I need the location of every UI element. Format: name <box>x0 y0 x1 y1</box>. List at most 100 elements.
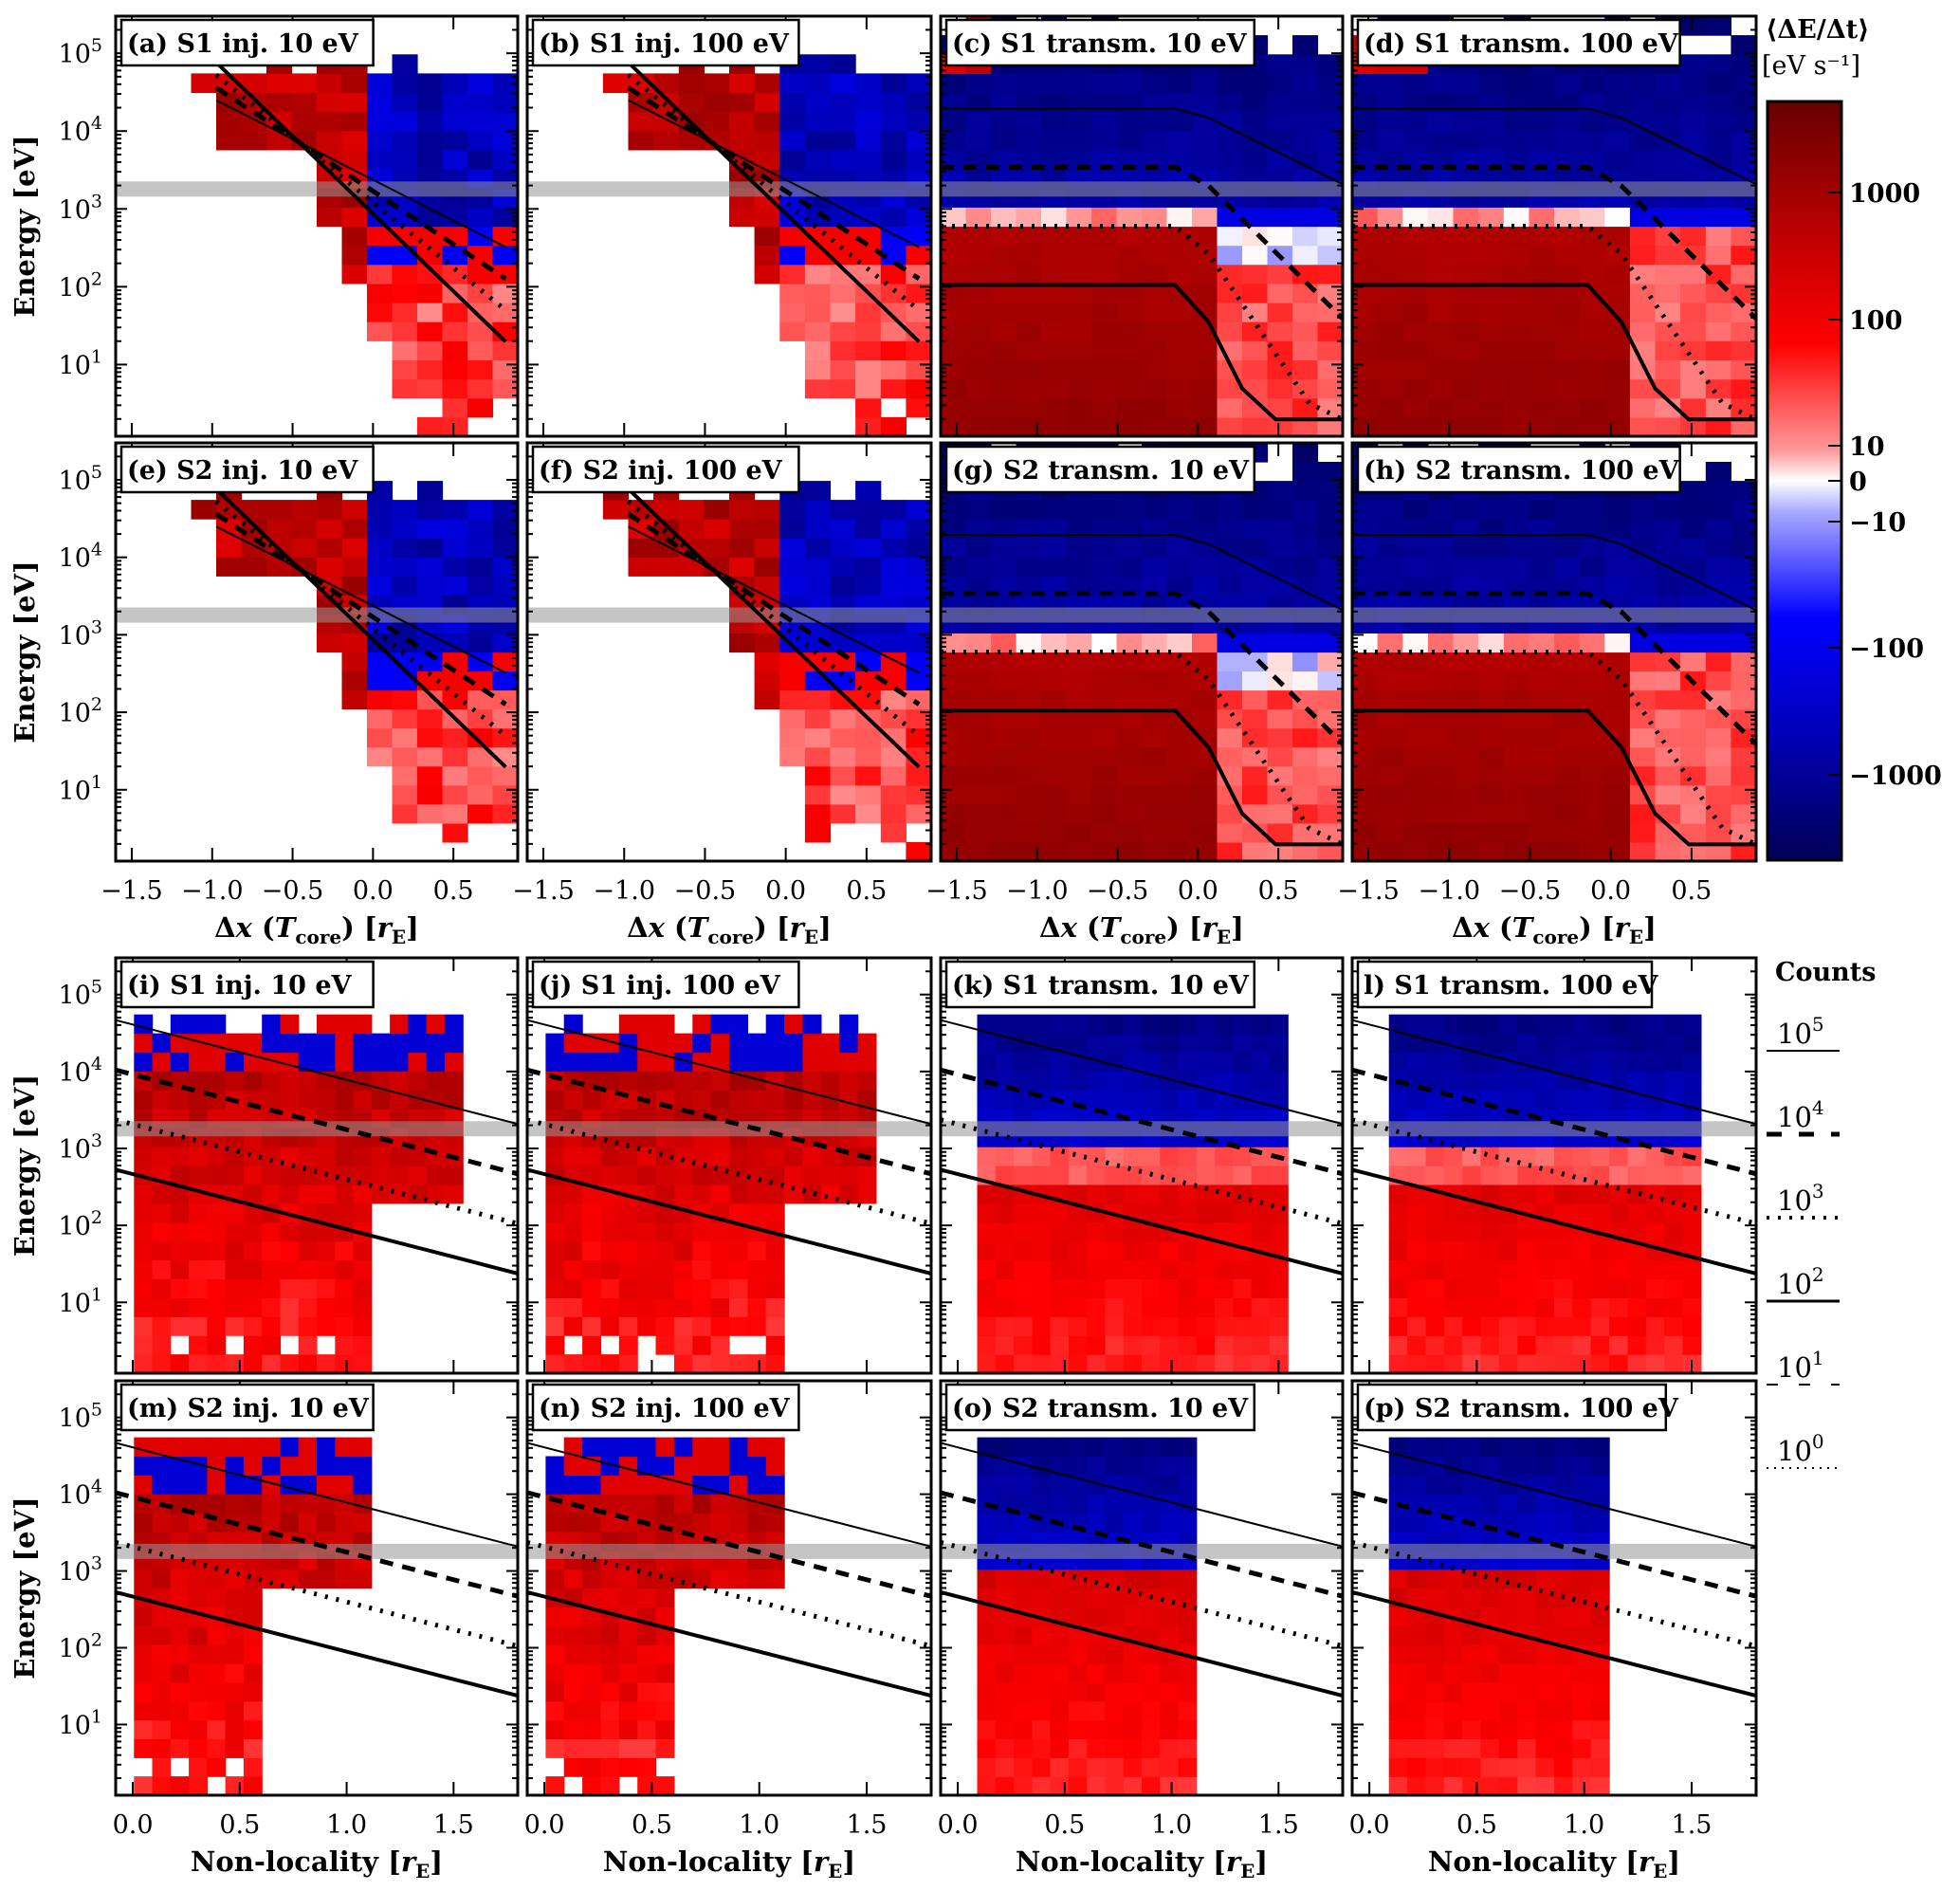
heatmap-cell <box>335 1437 355 1458</box>
heatmap-cell <box>341 689 368 710</box>
heatmap-cell <box>1269 1259 1289 1279</box>
heatmap-cell <box>1402 557 1429 577</box>
heatmap-cell <box>225 1644 245 1664</box>
heatmap-cell <box>655 1184 675 1204</box>
heatmap-cell <box>1251 1203 1271 1223</box>
heatmap-cell <box>417 727 444 748</box>
heatmap-cell <box>1402 803 1429 824</box>
heatmap-cell <box>692 1014 712 1035</box>
heatmap-cell <box>1377 727 1403 748</box>
heatmap-cell <box>1731 150 1757 170</box>
heatmap-cell <box>1453 130 1479 151</box>
heatmap-cell <box>563 1625 583 1645</box>
heatmap-cell <box>729 1240 748 1261</box>
heatmap-cell <box>1016 842 1042 862</box>
heatmap-cell <box>152 1147 172 1166</box>
heatmap-cell <box>216 92 243 113</box>
heatmap-cell <box>262 1569 282 1589</box>
heatmap-cell <box>1217 727 1243 748</box>
heatmap-cell <box>754 92 780 113</box>
heatmap-cell <box>1192 226 1218 247</box>
heatmap-cell <box>1242 708 1269 729</box>
heatmap-cell <box>1503 264 1530 285</box>
heatmap-cell <box>1503 633 1530 653</box>
heatmap-cell <box>189 1625 208 1645</box>
heatmap-cell <box>582 1259 602 1279</box>
heatmap-cell <box>754 576 780 596</box>
heatmap-cell <box>1032 1335 1052 1355</box>
heatmap-cell <box>754 111 780 132</box>
heatmap-cell <box>353 1456 373 1476</box>
heatmap-cell <box>637 1719 657 1739</box>
heatmap-cell <box>545 1700 565 1721</box>
heatmap-cell <box>857 1166 877 1185</box>
heatmap-cell <box>1196 1316 1216 1336</box>
heatmap-cell <box>880 670 907 691</box>
heatmap-cell <box>392 765 418 786</box>
heatmap-cell <box>367 92 394 113</box>
heatmap-cell <box>830 500 856 520</box>
heatmap-cell <box>1091 378 1118 399</box>
contour-line <box>940 1019 1344 1126</box>
heatmap-cell <box>1032 1071 1052 1091</box>
heatmap-cells <box>941 16 1344 437</box>
heatmap-cell <box>1014 1278 1033 1298</box>
heatmap-cell <box>1215 1316 1234 1336</box>
heatmap-cell <box>1680 784 1707 805</box>
heatmap-cell <box>1292 73 1319 94</box>
heatmap-cell <box>367 746 394 767</box>
heatmap-cell <box>1529 264 1555 285</box>
heatmap-cell <box>189 1033 208 1054</box>
heatmap-cell <box>207 1644 227 1664</box>
heatmap-cell <box>1016 226 1042 247</box>
heatmap-cell <box>1016 359 1042 380</box>
heatmap-cell <box>1453 576 1479 596</box>
heatmap-cell <box>1629 670 1657 691</box>
heatmap-cell <box>991 416 1017 437</box>
heatmap-cell <box>262 1033 282 1054</box>
heatmap-cell <box>1215 1071 1234 1091</box>
heatmap-cell <box>582 1663 602 1683</box>
heatmap-cell <box>1377 538 1403 558</box>
heatmap-cell <box>1352 73 1379 94</box>
heatmap-cell <box>1554 359 1581 380</box>
heatmap-cell <box>1604 633 1631 653</box>
heatmap-cell <box>1166 321 1193 341</box>
heatmap-cell <box>1292 842 1319 862</box>
heatmap-cell <box>1731 54 1757 74</box>
heatmap-cell <box>1705 340 1731 360</box>
heatmap-cell <box>1554 576 1581 596</box>
heatmap-cell <box>754 226 780 247</box>
heatmap-cell <box>1705 481 1731 501</box>
heatmap-cell <box>189 1090 208 1110</box>
heatmap-cell <box>392 92 418 113</box>
contour-line <box>940 1067 1344 1177</box>
heatmap-cell <box>977 1014 997 1035</box>
heatmap-cell <box>1604 92 1631 113</box>
heatmap-cell <box>1091 822 1118 843</box>
contour-line <box>214 487 507 769</box>
heatmap-cell <box>1478 264 1505 285</box>
heatmap-cell <box>1443 1166 1463 1185</box>
heatmap-cell <box>754 264 780 285</box>
heatmap-cell <box>408 1166 428 1185</box>
heatmap-cell <box>189 1569 208 1589</box>
heatmap-cell <box>1087 1071 1107 1091</box>
heatmap-cell <box>1142 538 1168 558</box>
heatmap-cell <box>754 150 780 170</box>
heatmap-cell <box>243 1588 263 1607</box>
heatmap-cell <box>655 1259 675 1279</box>
heatmap-cell <box>1233 1166 1253 1185</box>
heatmap-cell <box>628 111 654 132</box>
heatmap-cell <box>906 73 932 94</box>
heatmap-cell <box>1402 378 1429 399</box>
heatmap-cell <box>1402 73 1429 94</box>
heatmap-cell <box>906 303 932 322</box>
heatmap-cell <box>1178 1184 1198 1204</box>
heatmap-cell <box>655 1147 675 1166</box>
heatmap-cell <box>1609 1014 1629 1035</box>
panel-h: (h) S2 transm. 100 eV <box>1350 441 1758 863</box>
heatmap-cell <box>906 130 932 151</box>
heatmap-cell <box>991 359 1017 380</box>
contour-line <box>1351 1117 1757 1226</box>
